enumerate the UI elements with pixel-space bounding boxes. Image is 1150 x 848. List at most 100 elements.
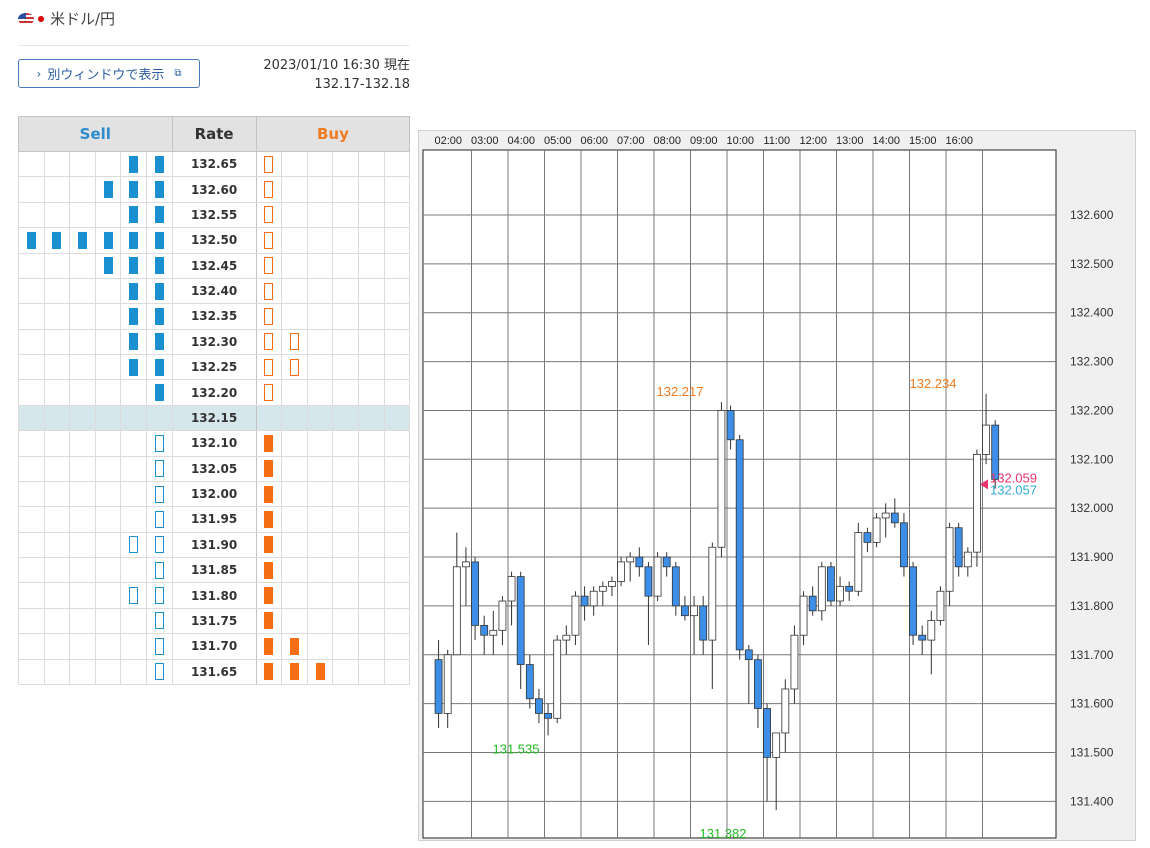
sell-cell bbox=[145, 480, 173, 508]
buy-volume-block bbox=[264, 460, 274, 478]
sell-cell bbox=[18, 582, 45, 609]
buy-cell bbox=[255, 658, 283, 685]
sell-volume-block bbox=[129, 257, 139, 275]
buy-cell bbox=[255, 556, 283, 584]
sell-cell bbox=[43, 506, 71, 533]
sell-cell bbox=[94, 277, 122, 305]
buy-volume-block bbox=[264, 231, 274, 249]
buy-cell bbox=[332, 277, 359, 305]
sell-cell bbox=[94, 227, 122, 254]
sell-volume-block bbox=[154, 485, 164, 503]
buy-cell bbox=[306, 328, 334, 356]
order-book-row: 132.00 bbox=[18, 480, 411, 508]
order-book-row: 131.65 bbox=[18, 658, 411, 685]
rate-cell: 132.30 bbox=[171, 328, 257, 356]
sell-cell bbox=[18, 455, 45, 482]
buy-cell bbox=[281, 480, 308, 508]
buy-cell bbox=[306, 658, 334, 685]
sell-cell bbox=[18, 201, 45, 229]
buy-cell bbox=[357, 582, 385, 609]
buy-cell bbox=[281, 404, 308, 432]
buy-cell bbox=[332, 556, 359, 584]
candle-body bbox=[900, 522, 908, 568]
sell-cell bbox=[120, 607, 147, 635]
buy-cell bbox=[357, 150, 385, 178]
sell-volume-block bbox=[154, 206, 164, 224]
rate-cell: 131.65 bbox=[171, 658, 257, 685]
sell-cell bbox=[69, 404, 96, 432]
buy-cell bbox=[306, 252, 334, 279]
candle-body bbox=[863, 532, 872, 543]
candle-body bbox=[617, 561, 625, 582]
buy-cell bbox=[255, 430, 283, 457]
external-window-icon: ⧉ bbox=[174, 68, 182, 79]
high-price-label: 132.217 bbox=[657, 384, 704, 399]
sell-cell bbox=[120, 328, 147, 356]
buy-volume-block bbox=[264, 663, 274, 681]
candle-body bbox=[927, 620, 936, 641]
sell-cell bbox=[120, 480, 147, 508]
candlestick-chart: 02:00 03:00 04:00 05:00 06:00 07:00 08:00 09:00… bbox=[422, 135, 1114, 841]
buy-cell bbox=[357, 658, 385, 685]
sell-volume-block bbox=[154, 181, 164, 199]
candle-body bbox=[544, 712, 552, 719]
x-tick-label: 11:00 bbox=[763, 135, 790, 147]
candle-body bbox=[608, 581, 616, 587]
buy-cell bbox=[332, 176, 359, 203]
sell-volume-block bbox=[154, 358, 164, 376]
buy-cell bbox=[332, 531, 359, 559]
candle-body bbox=[872, 517, 881, 543]
y-tick-label: 132.300 bbox=[1070, 355, 1114, 369]
candle-body bbox=[991, 424, 1000, 480]
candle-body bbox=[434, 659, 443, 714]
sell-cell bbox=[18, 150, 45, 178]
buy-cell bbox=[281, 328, 308, 356]
sell-cell bbox=[43, 404, 71, 432]
sell-cell bbox=[120, 556, 147, 584]
order-book-row: 132.50 bbox=[18, 227, 411, 254]
buy-cell bbox=[281, 658, 308, 685]
buy-volume-block bbox=[264, 384, 274, 402]
sell-cell bbox=[43, 480, 71, 508]
sell-cell bbox=[145, 328, 173, 356]
sell-cell bbox=[120, 277, 147, 305]
x-tick-label: 04:00 bbox=[507, 135, 535, 147]
order-book-row: 132.25 bbox=[18, 353, 411, 381]
buy-cell bbox=[332, 201, 359, 229]
sell-cell bbox=[120, 404, 147, 432]
buy-cell bbox=[281, 201, 308, 229]
buy-cell bbox=[281, 227, 308, 254]
sell-cell bbox=[120, 227, 147, 254]
sell-cell bbox=[120, 633, 147, 660]
buy-cell bbox=[383, 252, 411, 279]
buy-cell bbox=[383, 531, 411, 559]
sell-cell bbox=[145, 227, 173, 254]
x-tick-label: 13:00 bbox=[836, 135, 864, 147]
sell-cell bbox=[94, 607, 122, 635]
buy-cell bbox=[383, 480, 411, 508]
open-new-window-label: 別ウィンドウで表示 bbox=[47, 68, 165, 83]
candle-body bbox=[589, 590, 598, 607]
sell-cell bbox=[18, 430, 45, 457]
sell-cell bbox=[69, 658, 96, 685]
sell-cell bbox=[43, 328, 71, 356]
rate-cell: 132.60 bbox=[171, 176, 257, 203]
buy-cell bbox=[281, 607, 308, 635]
order-book-row: 132.20 bbox=[18, 379, 411, 406]
buy-cell bbox=[255, 150, 283, 178]
rate-cell: 132.05 bbox=[171, 455, 257, 482]
sell-cell bbox=[94, 658, 122, 685]
sell-volume-block bbox=[129, 358, 139, 376]
buy-cell bbox=[357, 506, 385, 533]
rate-cell: 132.00 bbox=[171, 480, 257, 508]
open-new-window-button[interactable]: › 別ウィンドウで表示 ⧉ bbox=[18, 59, 200, 88]
sell-cell bbox=[69, 607, 96, 635]
sell-cell bbox=[94, 176, 122, 203]
buy-cell bbox=[357, 176, 385, 203]
candle-body bbox=[790, 634, 799, 690]
buy-cell bbox=[332, 150, 359, 178]
sell-cell bbox=[120, 150, 147, 178]
sell-cell bbox=[120, 582, 147, 609]
sell-cell bbox=[94, 201, 122, 229]
buy-cell bbox=[357, 480, 385, 508]
